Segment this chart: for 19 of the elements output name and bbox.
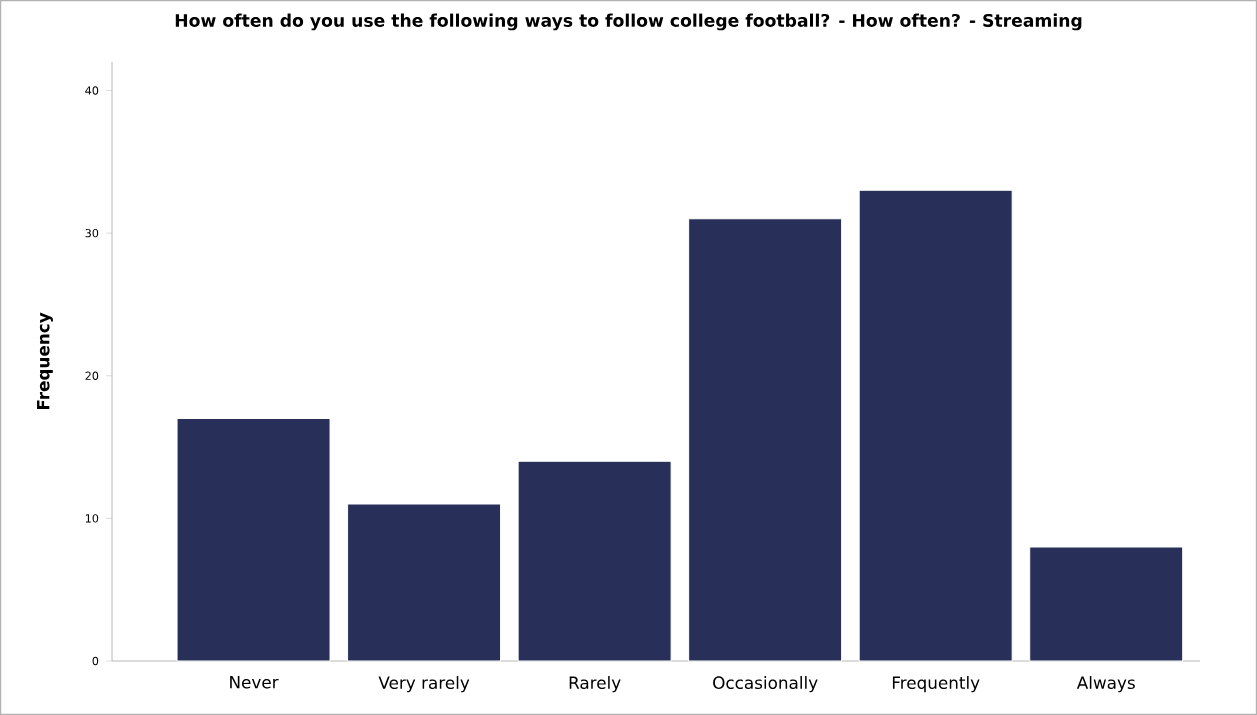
bar [347,503,502,662]
x-tick-label: Always [1076,676,1135,693]
bar [1029,546,1184,662]
chart-title: How often do you use the following ways to follow college football? - How often? - Streaming [175,13,1082,31]
bar [688,218,843,662]
bar [858,189,1013,662]
x-tick-label: Never [230,676,279,689]
y-tick-label: 20 [85,371,99,380]
bar [176,418,331,662]
y-tick-label: 10 [85,514,99,523]
y-axis-title: Frequency [37,312,53,410]
x-tick-label: Rarely [569,676,621,693]
x-tick-label: Very rarely [378,676,470,693]
x-tick-label: Frequently [892,676,980,693]
y-tick-label: 40 [85,86,99,95]
x-tick-label: Occasionally [713,676,818,693]
bar [517,460,672,662]
y-tick-label: 30 [85,228,99,238]
y-tick-label: 0 [92,656,99,666]
